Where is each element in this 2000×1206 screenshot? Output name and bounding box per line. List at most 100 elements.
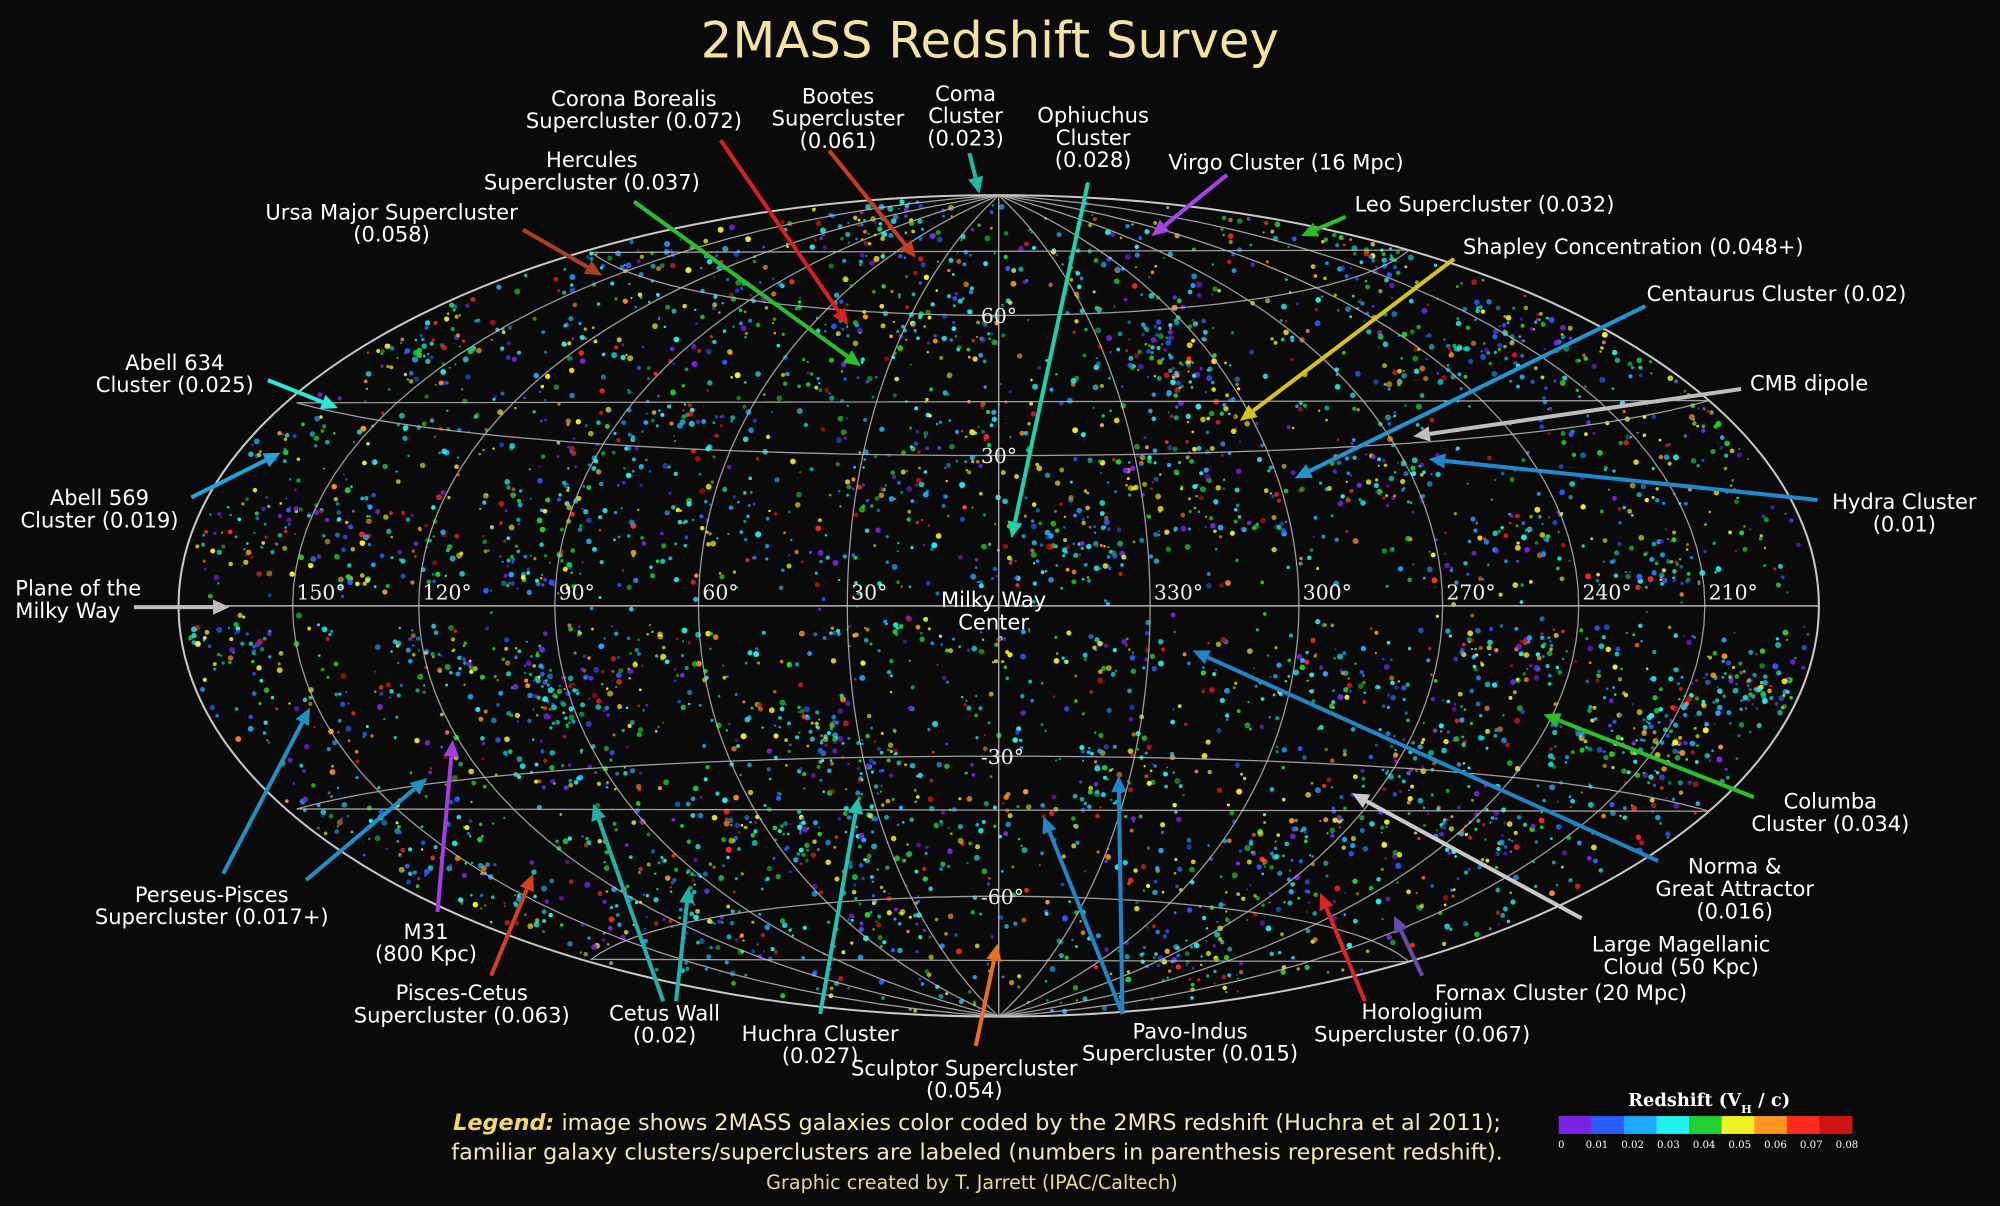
galaxy-dot	[213, 531, 217, 535]
galaxy-dot	[898, 624, 904, 629]
galaxy-dot	[1168, 368, 1173, 374]
galaxy-dot	[568, 778, 573, 783]
galaxy-dot	[611, 669, 615, 673]
galaxy-dot	[1703, 549, 1707, 553]
galaxy-dot	[1709, 410, 1714, 415]
galaxy-dot	[941, 503, 946, 508]
galaxy-dot	[701, 419, 707, 424]
galaxy-dot	[975, 736, 979, 740]
galaxy-dot	[674, 801, 681, 808]
galaxy-dot	[532, 679, 536, 682]
galaxy-dot	[815, 987, 820, 991]
galaxy-dot	[1288, 633, 1294, 638]
galaxy-dot	[365, 518, 372, 525]
galaxy-dot	[1174, 778, 1181, 784]
galaxy-dot	[699, 514, 704, 519]
galaxy-dot	[1045, 998, 1049, 1002]
galaxy-dot	[1187, 527, 1191, 531]
galaxy-dot	[818, 826, 821, 829]
galaxy-dot	[1312, 937, 1318, 943]
galaxy-dot	[1332, 916, 1338, 921]
galaxy-dot	[1462, 346, 1468, 352]
galaxy-dot	[993, 659, 998, 664]
galaxy-dot	[489, 589, 492, 592]
galaxy-dot	[1257, 830, 1264, 837]
galaxy-dot	[1134, 353, 1140, 359]
galaxy-dot	[623, 263, 626, 267]
galaxy-dot	[794, 549, 799, 555]
galaxy-dot	[547, 687, 554, 694]
galaxy-dot	[1642, 724, 1648, 730]
galaxy-dot	[1251, 832, 1256, 837]
galaxy-dot	[1196, 445, 1202, 451]
galaxy-dot	[1312, 911, 1317, 916]
galaxy-dot	[1782, 629, 1789, 636]
galaxy-dot	[876, 922, 882, 928]
galaxy-dot	[674, 440, 677, 443]
galaxy-dot	[499, 346, 505, 351]
galaxy-dot	[989, 210, 994, 215]
galaxy-dot	[459, 551, 464, 556]
galaxy-dot	[1731, 479, 1734, 482]
galaxy-dot	[1071, 569, 1077, 575]
galaxy-dot	[673, 576, 680, 583]
galaxy-dot	[475, 706, 481, 713]
galaxy-dot	[329, 768, 336, 775]
galaxy-dot	[1443, 552, 1447, 555]
galaxy-dot	[651, 410, 657, 415]
galaxy-dot	[1345, 497, 1351, 503]
galaxy-dot	[1430, 696, 1436, 702]
galaxy-dot	[999, 382, 1002, 386]
galaxy-dot	[470, 893, 473, 897]
galaxy-dot	[429, 341, 434, 346]
galaxy-dot	[1453, 656, 1459, 662]
galaxy-dot	[1223, 954, 1230, 961]
galaxy-dot	[1483, 539, 1490, 545]
galaxy-dot	[1169, 414, 1174, 419]
galaxy-dot	[1002, 543, 1009, 550]
galaxy-dot	[1475, 627, 1481, 634]
galaxy-dot	[880, 254, 885, 259]
galaxy-dot	[1020, 844, 1023, 848]
galaxy-dot	[1255, 422, 1259, 426]
galaxy-dot	[228, 660, 232, 665]
galaxy-dot	[1454, 580, 1459, 585]
galaxy-dot	[1371, 304, 1375, 308]
galaxy-dot	[664, 510, 670, 516]
galaxy-dot	[1097, 677, 1104, 684]
galaxy-dot	[937, 446, 942, 450]
galaxy-dot	[770, 947, 775, 952]
galaxy-dot	[1725, 660, 1732, 666]
galaxy-dot	[330, 629, 334, 633]
galaxy-dot	[1222, 478, 1226, 481]
galaxy-dot	[1640, 640, 1643, 643]
galaxy-dot	[1207, 844, 1210, 847]
galaxy-dot	[258, 449, 262, 453]
galaxy-dot	[971, 773, 976, 777]
galaxy-dot	[1077, 284, 1082, 290]
galaxy-dot	[1106, 707, 1112, 713]
galaxy-dot	[946, 372, 953, 379]
galaxy-dot	[784, 738, 789, 743]
galaxy-dot	[962, 297, 965, 300]
galaxy-dot	[1758, 536, 1763, 541]
galaxy-dot	[1336, 814, 1342, 821]
galaxy-dot	[470, 800, 473, 804]
galaxy-dot	[1200, 416, 1206, 423]
galaxy-dot	[368, 514, 372, 518]
galaxy-dot	[586, 255, 590, 259]
galaxy-dot	[266, 739, 269, 742]
galaxy-dot	[307, 562, 314, 569]
galaxy-dot	[874, 375, 878, 379]
galaxy-dot	[342, 473, 345, 476]
galaxy-dot	[1192, 446, 1197, 452]
galaxy-dot	[861, 837, 867, 843]
galaxy-dot	[424, 650, 429, 655]
galaxy-dot	[535, 653, 540, 658]
galaxy-dot	[848, 860, 853, 865]
galaxy-dot	[1319, 665, 1324, 670]
galaxy-dot	[900, 585, 903, 588]
galaxy-dot	[687, 702, 691, 706]
galaxy-dot	[347, 739, 351, 742]
galaxy-dot	[1471, 798, 1474, 802]
